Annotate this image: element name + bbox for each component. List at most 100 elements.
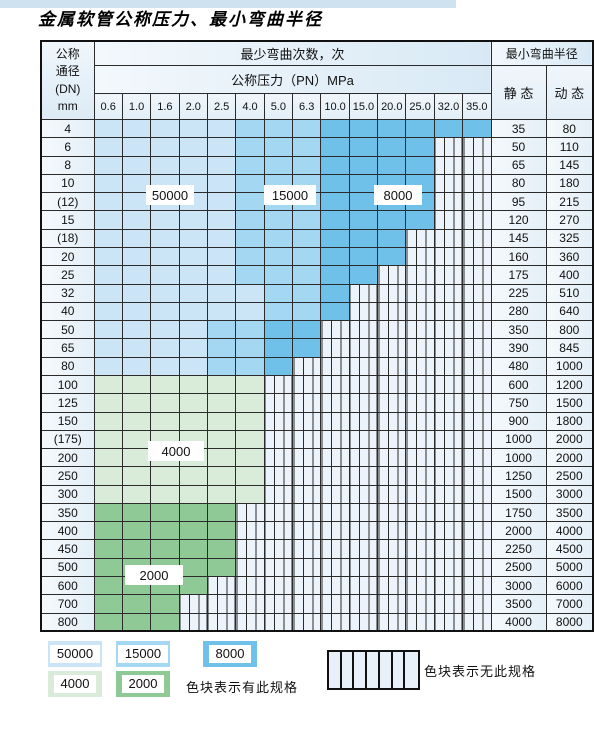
grid-cell (206, 594, 237, 614)
grid-cell (206, 228, 237, 248)
grid-cell (433, 594, 464, 614)
grid-cell (462, 374, 492, 395)
dn-header: 公称 通径 (DN) mm (40, 40, 95, 120)
grid-cell (320, 320, 350, 340)
grid-cell (405, 502, 435, 523)
dn-cell: 8 (40, 155, 95, 175)
grid-cell (235, 393, 265, 413)
grid-cell (178, 338, 208, 358)
grid-cell (320, 576, 350, 596)
grid-cell (263, 448, 294, 468)
pressure-col-header: 2.5 (206, 93, 237, 120)
grid-cell (348, 320, 379, 340)
grid-cell (150, 118, 180, 139)
grid-cell (263, 155, 294, 175)
grid-cell (462, 429, 492, 450)
grid-cell (405, 265, 435, 285)
legend-hatch-cell (329, 652, 342, 688)
grid-cell (377, 484, 407, 504)
grid-cell (178, 265, 208, 285)
static-radius-cell: 145 (490, 228, 547, 248)
grid-cell (206, 521, 237, 541)
grid-cell (178, 246, 208, 267)
grid-cell (292, 374, 322, 395)
legend-swatch-8000: 8000 (203, 641, 257, 667)
grid-cell (292, 502, 322, 523)
table-row: 450 2250 4500 (40, 539, 594, 559)
grid-cell (405, 539, 435, 559)
grid-cell (320, 502, 350, 523)
grid-cell (235, 429, 265, 450)
table-row: 700 3500 7000 (40, 594, 594, 614)
grid-cell (93, 246, 123, 267)
grid-cell (405, 356, 435, 376)
table-row: 300 1500 3000 (40, 484, 594, 504)
pressure-col-header: 25.0 (405, 93, 435, 120)
grid-cell (405, 118, 435, 139)
grid-cell (206, 374, 237, 395)
grid-cell (405, 576, 435, 596)
grid-cell (150, 338, 180, 358)
grid-cell (206, 576, 237, 596)
dynamic-radius-cell: 110 (545, 137, 594, 157)
static-radius-cell: 2000 (490, 521, 547, 541)
grid-cell (93, 192, 123, 212)
grid-cell (348, 502, 379, 523)
dn-cell: 6 (40, 137, 95, 157)
pressure-col-header: 2.0 (178, 93, 208, 120)
grid-cell (121, 338, 152, 358)
grid-cell (348, 429, 379, 450)
table-row: 800 4000 8000 (40, 612, 594, 632)
grid-cell (320, 301, 350, 322)
static-radius-cell: 35 (490, 118, 547, 139)
grid-cell (263, 228, 294, 248)
grid-cell (150, 411, 180, 431)
grid-cell (348, 192, 379, 212)
grid-cell (206, 393, 237, 413)
grid-cell (235, 210, 265, 230)
pressure-col-header: 20.0 (377, 93, 407, 120)
dn-cell: 25 (40, 265, 95, 285)
dynamic-radius-cell: 145 (545, 155, 594, 175)
grid-cell (292, 429, 322, 450)
table-row: 10 80 180 (40, 173, 594, 194)
grid-cell (263, 429, 294, 450)
grid-cell (93, 484, 123, 504)
dynamic-radius-cell: 1800 (545, 411, 594, 431)
grid-cell (150, 374, 180, 395)
spec-table-body: 4 35 80 6 50 110 8 65 145 10 80 180 (12) 95 215 15 120 27… (40, 118, 594, 632)
table-row: 6 50 110 (40, 137, 594, 157)
dynamic-radius-cell: 4500 (545, 539, 594, 559)
dn-cell: 700 (40, 594, 95, 614)
grid-cell (150, 155, 180, 175)
grid-cell (206, 301, 237, 322)
grid-cell (433, 393, 464, 413)
grid-cell (235, 466, 265, 486)
grid-cell (178, 320, 208, 340)
cycle-count-label: 8000 (374, 185, 422, 205)
grid-cell (462, 155, 492, 175)
grid-cell (348, 301, 379, 322)
grid-cell (235, 246, 265, 267)
grid-cell (433, 356, 464, 376)
cycle-count-label: 2000 (125, 565, 183, 585)
grid-cell (405, 393, 435, 413)
grid-cell (433, 210, 464, 230)
grid-cell (348, 521, 379, 541)
dn-header-line: 公称 (55, 46, 80, 61)
grid-cell (263, 210, 294, 230)
grid-cell (121, 502, 152, 523)
grid-cell (433, 502, 464, 523)
grid-cell (121, 448, 152, 468)
grid-cell (292, 246, 322, 267)
grid-cell (348, 265, 379, 285)
legend-hatch-cell (341, 652, 355, 688)
grid-cell (433, 137, 464, 157)
grid-cell (348, 210, 379, 230)
grid-cell (206, 265, 237, 285)
dynamic-radius-cell: 3000 (545, 484, 594, 504)
grid-cell (462, 356, 492, 376)
dn-cell: 125 (40, 393, 95, 413)
grid-cell (235, 173, 265, 194)
grid-cell (462, 576, 492, 596)
